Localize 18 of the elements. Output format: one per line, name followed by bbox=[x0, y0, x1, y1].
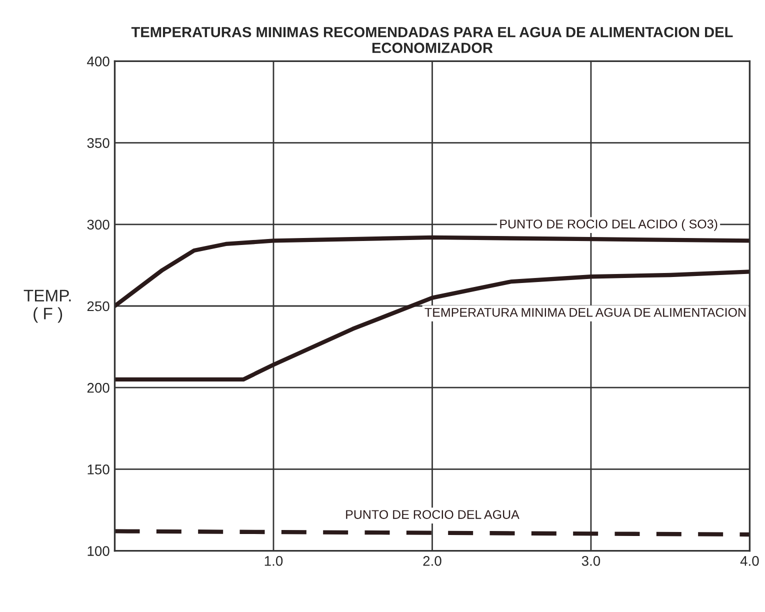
y-tick-label: 150 bbox=[88, 464, 110, 474]
chart-title: TEMPERATURAS MINIMAS RECOMENDADAS PARA EL AGUA DE ALIMENTACION DEL ECONOMIZADOR bbox=[131, 26, 733, 54]
y-tick-label: 200 bbox=[87, 382, 110, 393]
x-tick-label: 2.0 bbox=[423, 556, 442, 566]
y-tick-label: 400 bbox=[87, 56, 110, 66]
series-label: PUNTO DE ROCIO DEL AGUA bbox=[346, 510, 520, 519]
line-series bbox=[114, 235, 750, 308]
x-tick-label: 4.0 bbox=[740, 556, 759, 566]
x-tick-label: 3.0 bbox=[582, 556, 600, 566]
y-tick-label: 250 bbox=[87, 301, 110, 312]
y-tick-label: 100 bbox=[88, 546, 110, 556]
y-tick-label: 350 bbox=[87, 138, 110, 148]
y-axis-title: TEMP. ( F ) bbox=[24, 290, 71, 323]
series-label: PUNTO DE ROCIO DEL ACIDO ( SO3) bbox=[500, 219, 718, 231]
y-tick-label: 300 bbox=[87, 220, 110, 230]
x-tick-label: 1.0 bbox=[264, 556, 283, 566]
line-series bbox=[114, 270, 750, 382]
series-label: TEMPERATURA MINIMA DEL AGUA DE ALIMENTACION bbox=[424, 308, 746, 317]
